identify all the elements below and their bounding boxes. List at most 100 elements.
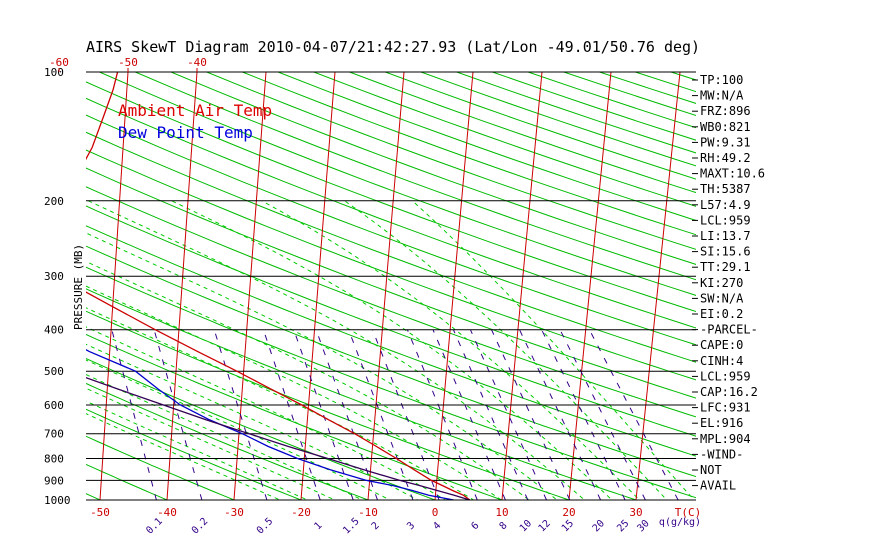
top-temp-tick-label: -60 (49, 56, 69, 69)
moist-adiabat-line (86, 285, 503, 500)
dry-adiabat-line (86, 463, 169, 500)
stat-label: FRZ:896 (700, 104, 751, 118)
isotherm-line (635, 72, 681, 500)
mixing-ratio-line (153, 329, 203, 500)
dry-adiabat-line (385, 72, 696, 180)
moist-adiabat-line (412, 200, 695, 500)
stat-label: CAPE:0 (700, 338, 743, 352)
mixing-ratio-line (262, 329, 321, 500)
pressure-tick-label: 500 (44, 365, 64, 378)
mixing-ratio-label: 8 (498, 520, 510, 532)
mixing-ratio-label: 2 (370, 520, 382, 532)
stat-label: -PARCEL- (700, 323, 758, 337)
isotherm-line (300, 72, 336, 500)
moist-adiabat-line (86, 232, 558, 500)
dry-adiabat-line (86, 97, 696, 329)
isotherm-line (166, 72, 198, 500)
mixing-ratio-line (491, 329, 571, 500)
pressure-tick-label: 200 (44, 195, 64, 208)
mixing-ratio-line (111, 329, 157, 500)
stat-label: EI:0.2 (700, 307, 743, 321)
profile-ambient-air-temp (86, 72, 471, 500)
moist-adiabat-line (86, 260, 531, 500)
dry-adiabat-line (0, 72, 53, 509)
stat-label: PW:9.31 (700, 135, 751, 149)
moist-adiabat-line (86, 400, 309, 500)
y-axis-label: PRESSURE (MB) (72, 244, 85, 330)
bottom-temp-tick-label: -20 (291, 506, 311, 519)
bottom-temp-tick-label: -30 (224, 506, 244, 519)
moist-adiabat-line (88, 200, 586, 500)
profile-parcel (86, 376, 470, 500)
mixing-ratio-line (469, 329, 547, 500)
pressure-tick-label: 400 (44, 324, 64, 337)
dry-adiabat-line (86, 205, 696, 437)
dry-adiabat-line (86, 167, 696, 399)
mixing-ratio-line (406, 329, 478, 500)
stat-label: TT:29.1 (700, 260, 751, 274)
dry-adiabat-line (86, 288, 638, 500)
pressure-tick-label: 800 (44, 453, 64, 466)
mixing-ratio-label: 0.2 (190, 516, 211, 537)
mixing-ratio-label: 10 (518, 518, 534, 534)
mixing-ratio-line (432, 329, 506, 500)
moist-adiabat-line (86, 326, 447, 500)
dry-adiabat-line (456, 72, 696, 154)
stat-label: TH:5387 (700, 182, 751, 196)
stat-label: LFC:931 (700, 401, 751, 415)
dry-adiabat-line (420, 72, 696, 167)
dry-adiabat-line (86, 131, 696, 363)
dry-adiabat-line (135, 72, 696, 281)
legend-ambient-air-temp: Ambient Air Temp (118, 101, 272, 120)
mixing-ratio-line (213, 329, 268, 500)
mixing-ratio-line (452, 329, 529, 500)
stat-label: LI:13.7 (700, 229, 751, 243)
isotherm-line (770, 72, 818, 500)
mixing-ratio-line (372, 329, 440, 500)
mixing-ratio-line (348, 329, 414, 500)
mixing-ratio-label: 0.5 (255, 516, 276, 537)
mixing-ratio-label: 4 (431, 520, 443, 532)
isotherm-line (837, 72, 870, 500)
dry-adiabat-line (86, 114, 696, 346)
dry-adiabat-line (86, 149, 696, 381)
mixing-ratio-label: 25 (615, 518, 631, 534)
mixing-ratio-line (541, 329, 626, 500)
dry-adiabat-line (170, 72, 696, 265)
dry-adiabat-line (99, 72, 696, 296)
bottom-temp-unit: T(C) (675, 506, 702, 519)
pressure-tick-label: 300 (44, 270, 64, 283)
stat-label: WB0:821 (700, 120, 751, 134)
stat-label: RH:49.2 (700, 151, 751, 165)
dry-adiabat-line (313, 72, 696, 207)
stat-label: KI:270 (700, 276, 743, 290)
dry-adiabat-line (635, 72, 696, 93)
pressure-tick-label: 600 (44, 399, 64, 412)
mixing-ratio-line (588, 329, 679, 500)
mixing-ratio-label: 0.1 (144, 516, 165, 537)
dry-adiabat-line (206, 72, 696, 250)
dry-adiabat-line (86, 245, 696, 478)
mixing-ratio-label: 20 (591, 518, 607, 534)
dry-adiabat-line (86, 186, 696, 418)
chart-title: AIRS SkewT Diagram 2010-04-07/21:42:27.9… (86, 38, 700, 56)
isotherm-line (99, 72, 129, 500)
isotherm-line (568, 72, 612, 500)
stat-label: LCL:959 (700, 213, 751, 227)
top-temp-tick-label: -50 (118, 56, 138, 69)
dry-adiabat-line (86, 382, 370, 500)
dry-adiabat-line (86, 435, 236, 500)
mixing-ratio-label: 1 (312, 520, 324, 532)
moist-adiabat-line (171, 200, 613, 500)
moist-adiabat-line (86, 359, 392, 500)
dry-adiabat-line (742, 72, 870, 509)
bottom-temp-tick-label: -40 (157, 506, 177, 519)
isotherm-line (367, 72, 405, 500)
stat-label: NOT (700, 463, 722, 477)
profile-dew-point-temp (86, 348, 454, 500)
isotherm-line (434, 72, 474, 500)
pressure-tick-label: 1000 (44, 494, 71, 507)
